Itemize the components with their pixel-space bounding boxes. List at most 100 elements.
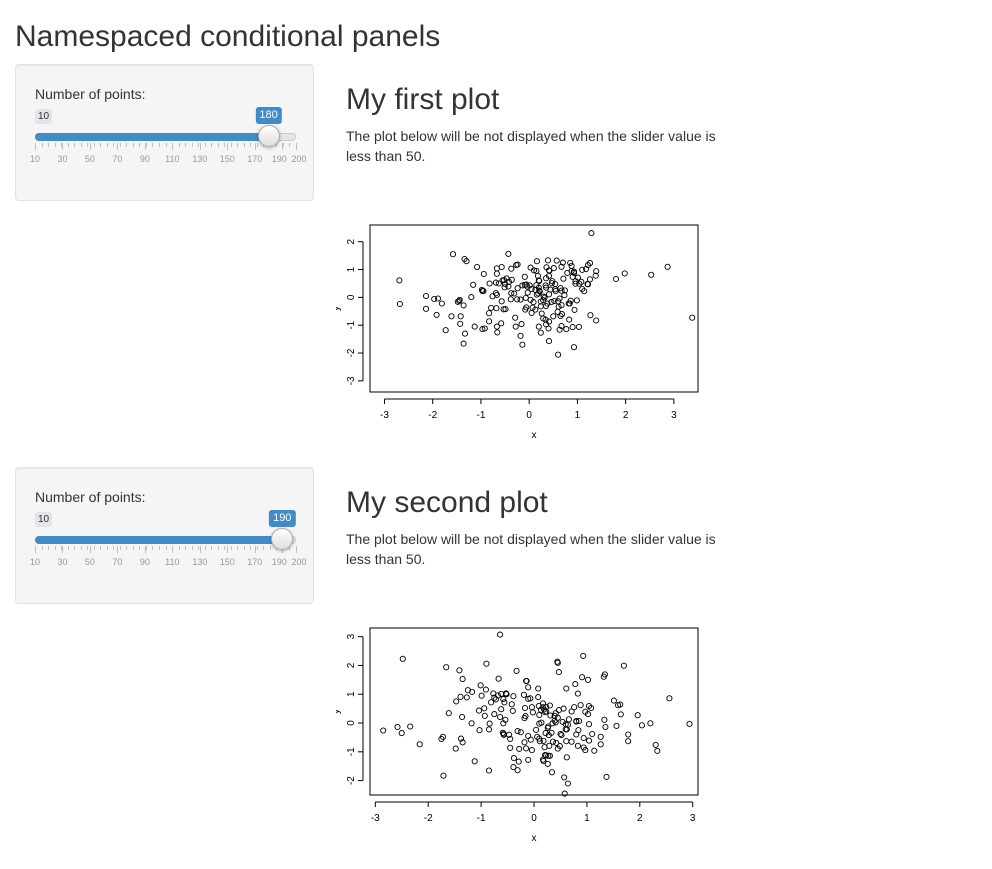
scatter-point	[493, 291, 500, 298]
plot-frame	[369, 627, 699, 796]
scatter-point	[494, 329, 501, 336]
scatter-point	[514, 767, 521, 774]
scatter-point	[561, 292, 568, 299]
scatter-point	[443, 664, 450, 671]
points-slider-2[interactable]: 10 10 30 50 70 90 110 130 150 170 190 200 190	[16, 468, 315, 605]
scatter-point	[518, 321, 525, 328]
scatter-point	[548, 280, 555, 287]
scatter-point	[541, 744, 548, 751]
scatter-point	[547, 712, 554, 719]
slider-minor-tick	[179, 546, 180, 550]
scatter-point	[563, 738, 570, 745]
x-tick-label: -2	[424, 813, 433, 824]
scatter-plot-1: -3 -2 -1 0 1 2 3 -3 -2 -1 0 1 2 x y	[336, 224, 699, 441]
scatter-point	[438, 300, 445, 307]
slider-minor-tick	[68, 546, 69, 550]
scatter-point	[666, 695, 673, 702]
scatter-point	[575, 323, 582, 330]
scatter-point	[568, 262, 575, 269]
scatter-point	[654, 747, 661, 754]
scatter-point	[533, 726, 540, 733]
scatter-point	[433, 311, 440, 318]
slider-minor-tick	[152, 546, 153, 550]
y-tick-label: -2	[346, 348, 357, 357]
slider-tick-label: 200	[291, 154, 307, 164]
slider-tick-label: 30	[57, 154, 68, 164]
slider-handle[interactable]	[271, 528, 294, 550]
scatter-point	[602, 723, 609, 731]
scatter-point	[481, 705, 488, 712]
plot-description-1: The plot below will be not displayed whe…	[346, 128, 716, 164]
slider-minor-tick	[166, 143, 167, 147]
slider-handle[interactable]	[257, 125, 280, 147]
scatter-point	[527, 264, 534, 271]
scatter-point	[638, 722, 645, 729]
scatter-point	[529, 709, 536, 716]
scatter-point	[535, 284, 542, 291]
scatter-point	[499, 729, 506, 736]
slider-minor-tick	[94, 546, 95, 550]
slider-panel-1: Number of points: 10 10 30 50 70 90 110 130 150 1…	[15, 64, 314, 201]
scatter-point	[399, 655, 406, 662]
scatter-point	[562, 721, 569, 728]
scatter-point	[493, 323, 500, 330]
slider-minor-tick	[159, 546, 160, 550]
plot-title-2: My second plot	[346, 486, 548, 519]
scatter-point	[585, 702, 593, 710]
scatter-point	[574, 274, 581, 281]
slider-minor-tick	[55, 546, 56, 550]
scatter-point	[648, 271, 655, 278]
y-tick-label: -1	[346, 320, 357, 329]
x-tick-label: 3	[671, 410, 677, 421]
slider-major-tick	[227, 546, 228, 553]
x-tick-label: -2	[428, 410, 437, 421]
slider-minor-tick	[231, 143, 232, 147]
slider-tick-label: 170	[247, 557, 263, 567]
slider-track-fill	[35, 536, 283, 544]
scatter-point	[508, 701, 515, 708]
scatter-point	[588, 230, 595, 237]
slider-minor-tick	[139, 143, 140, 147]
scatter-point	[558, 322, 565, 330]
slider-minor-tick	[87, 143, 88, 147]
slider-panel-2: Number of points: 10 10 30 50 70 90 110 130 150 1…	[15, 467, 314, 604]
scatter-point	[589, 730, 596, 738]
scatter-point	[554, 308, 561, 315]
scatter-point	[574, 742, 581, 749]
scatter-point	[543, 275, 550, 282]
slider-minor-tick	[244, 546, 245, 550]
x-axis-label: x	[532, 430, 537, 441]
scatter-point	[584, 711, 592, 718]
scatter-point	[536, 735, 543, 742]
x-tick-label: 1	[584, 813, 590, 824]
slider-minor-tick	[42, 546, 43, 550]
scatter-point	[612, 275, 620, 283]
slider-major-tick	[227, 143, 228, 150]
scatter-point	[507, 744, 514, 751]
scatter-point	[601, 716, 608, 723]
scatter-point	[556, 743, 563, 750]
slider-minor-tick	[244, 143, 245, 147]
page-title: Namespaced conditional panels	[15, 20, 441, 53]
points-slider-1[interactable]: 10 10 30 50 70 90 110 130 150 170 190 200 180	[16, 65, 315, 202]
slider-tick-label: 110	[165, 154, 180, 164]
scatter-point	[527, 695, 534, 702]
scatter-point	[591, 747, 598, 754]
scatter-point	[566, 316, 573, 323]
y-tick-label: 3	[346, 633, 357, 639]
scatter-point	[528, 285, 535, 293]
slider-min-label: 10	[35, 109, 53, 124]
slider-minor-tick	[198, 143, 199, 147]
scatter-point	[586, 260, 594, 267]
slider-minor-tick	[289, 143, 290, 147]
slider-tick-label: 150	[219, 154, 235, 164]
scatter-point	[474, 263, 481, 271]
scatter-point	[551, 712, 558, 719]
scatter-point	[561, 790, 568, 797]
slider-minor-tick	[94, 143, 95, 147]
slider-minor-tick	[133, 143, 134, 147]
slider-minor-tick	[211, 546, 212, 550]
y-tick-label: 1	[346, 691, 357, 697]
scatter-point	[495, 280, 502, 287]
scatter-point	[493, 270, 500, 277]
